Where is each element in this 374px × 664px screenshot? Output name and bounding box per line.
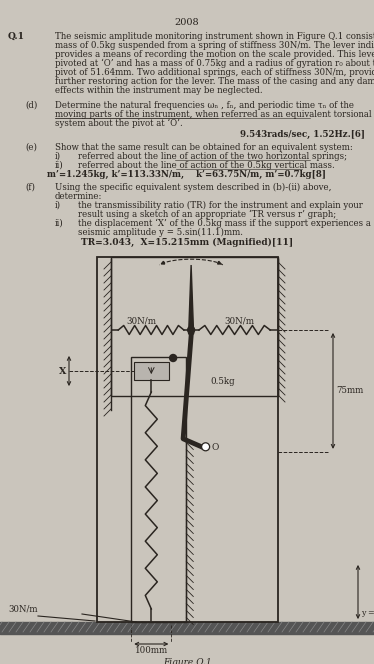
Text: determine:: determine: (55, 192, 102, 201)
Text: referred about the line of action of the 0.5kg vertical mass.: referred about the line of action of the… (78, 161, 335, 170)
Text: result using a sketch of an appropriate ‘TR versus r’ graph;: result using a sketch of an appropriate … (78, 210, 336, 219)
Text: system about the pivot at ‘O’.: system about the pivot at ‘O’. (55, 119, 183, 128)
Text: the displacement ‘X’ of the 0.5kg mass if the support experiences a: the displacement ‘X’ of the 0.5kg mass i… (78, 219, 371, 228)
Text: pivoted at ‘O’ and has a mass of 0.75kg and a radius of gyration r₀ about the: pivoted at ‘O’ and has a mass of 0.75kg … (55, 59, 374, 68)
Bar (111, 257, 278, 396)
Text: i): i) (55, 201, 61, 210)
Bar (134, 362, 169, 380)
Text: ii): ii) (55, 161, 64, 170)
Text: TR=3.043,  X=15.215mm (Magnified)[11]: TR=3.043, X=15.215mm (Magnified)[11] (81, 238, 293, 247)
Text: The seismic amplitude monitoring instrument shown in Figure Q.1 consists of a: The seismic amplitude monitoring instrum… (55, 32, 374, 41)
Text: moving parts of the instrument, when referred as an equivalent torsional: moving parts of the instrument, when ref… (55, 110, 372, 119)
Text: y = 5. sin( 11.: y = 5. sin( 11. (361, 609, 374, 617)
Text: Figure Q.1: Figure Q.1 (163, 658, 211, 664)
Text: (e): (e) (25, 143, 37, 152)
Text: (d): (d) (25, 101, 37, 110)
Text: i): i) (55, 152, 61, 161)
Bar (131, 357, 186, 622)
Text: 30N/m: 30N/m (224, 317, 255, 326)
Text: m’=1.245kg, k’=113.33N/m,    k’=63.75N/m, m’=0.7kg[8]: m’=1.245kg, k’=113.33N/m, k’=63.75N/m, m… (47, 170, 327, 179)
Text: seismic amplitude y = 5.sin(11.1)mm.: seismic amplitude y = 5.sin(11.1)mm. (78, 228, 243, 237)
Text: 100mm: 100mm (135, 646, 168, 655)
Text: provides a means of recording the motion on the scale provided. This lever is: provides a means of recording the motion… (55, 50, 374, 59)
Text: 9.543rads/sec, 1.52Hz.[6]: 9.543rads/sec, 1.52Hz.[6] (240, 130, 365, 139)
Text: further restoring action for the lever. The mass of the casing and any damping: further restoring action for the lever. … (55, 77, 374, 86)
Text: 2008: 2008 (175, 18, 199, 27)
Polygon shape (188, 265, 194, 334)
Text: 0.5kg: 0.5kg (211, 376, 235, 386)
Text: mass of 0.5kg suspended from a spring of stiffness 30N/m. The lever indicated: mass of 0.5kg suspended from a spring of… (55, 41, 374, 50)
Text: 30N/m: 30N/m (8, 605, 37, 614)
Text: Determine the natural frequencies ωₙ , fₙ, and periodic time τₙ of the: Determine the natural frequencies ωₙ , f… (55, 101, 354, 110)
Text: Using the specific equivalent system described in (b)-(ii) above,: Using the specific equivalent system des… (55, 183, 331, 192)
Text: effects within the instrument may be neglected.: effects within the instrument may be neg… (55, 86, 263, 95)
Text: (f): (f) (25, 183, 35, 192)
Circle shape (202, 443, 209, 451)
Polygon shape (218, 262, 221, 264)
Text: ii): ii) (55, 219, 64, 228)
Text: pivot of 51.64mm. Two additional springs, each of stiffness 30N/m, provide a: pivot of 51.64mm. Two additional springs… (55, 68, 374, 77)
Text: X: X (59, 367, 66, 376)
Circle shape (188, 327, 194, 333)
Text: 30N/m: 30N/m (126, 317, 156, 326)
Text: referred about the line of action of the two horizontal springs;: referred about the line of action of the… (78, 152, 347, 161)
Text: O: O (212, 444, 219, 452)
Text: 75mm: 75mm (336, 386, 363, 395)
Text: Show that the same result can be obtained for an equivalent system:: Show that the same result can be obtaine… (55, 143, 353, 152)
Text: the transmissibility ratio (TR) for the instrument and explain your: the transmissibility ratio (TR) for the … (78, 201, 363, 210)
Circle shape (170, 355, 177, 361)
Text: Q.1: Q.1 (8, 32, 25, 41)
Polygon shape (161, 262, 165, 264)
